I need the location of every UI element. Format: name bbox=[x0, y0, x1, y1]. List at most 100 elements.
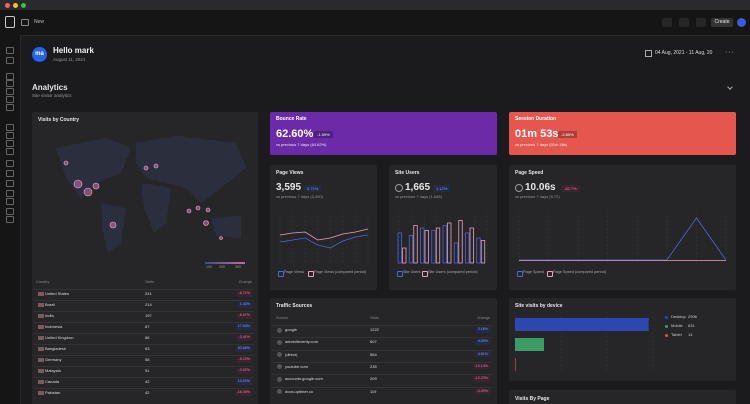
legend-label: Site Users (compared period) bbox=[428, 270, 478, 274]
map-bubble bbox=[63, 160, 69, 166]
greeting: Hello mark bbox=[53, 46, 94, 55]
legend-label: Page Views bbox=[284, 270, 304, 274]
change-badge: 17.94% bbox=[235, 324, 252, 330]
row-label: India bbox=[45, 313, 54, 318]
legend-swatch bbox=[547, 271, 553, 277]
legend-dot bbox=[665, 334, 668, 337]
legend-value: 2906 bbox=[688, 314, 697, 319]
card bbox=[270, 165, 377, 290]
sidebar-icon[interactable] bbox=[6, 124, 14, 131]
row-label: United States bbox=[45, 291, 70, 296]
row-label: Brazil bbox=[45, 302, 56, 307]
continent bbox=[141, 183, 171, 233]
row-divider bbox=[34, 300, 254, 301]
site-icon bbox=[277, 389, 282, 394]
legend-label: Site Users bbox=[403, 270, 421, 274]
date-range[interactable]: 04 Aug, 2021 - 11 Aug, 20 bbox=[655, 50, 713, 56]
close-dot[interactable] bbox=[5, 3, 10, 8]
bar bbox=[453, 242, 459, 264]
row-label: youtube.com bbox=[285, 363, 308, 369]
calendar-icon bbox=[645, 50, 652, 57]
flag bbox=[38, 391, 44, 395]
flag bbox=[38, 303, 44, 307]
kpi-note: vs previous 7 days (64.62%) bbox=[276, 142, 327, 147]
bar bbox=[408, 235, 414, 264]
sidebar-icon[interactable] bbox=[6, 47, 14, 54]
change-badge: 1.42% bbox=[237, 302, 252, 308]
bar bbox=[465, 232, 470, 264]
icon-button[interactable] bbox=[679, 18, 689, 27]
min-dot[interactable] bbox=[13, 3, 18, 8]
sidebar-icon[interactable] bbox=[6, 96, 14, 103]
row-visits: 51 bbox=[145, 368, 150, 373]
sidebar-icon[interactable] bbox=[6, 160, 14, 167]
flag bbox=[38, 347, 44, 351]
legend-swatch bbox=[397, 271, 403, 277]
legend-label: Page Speed bbox=[523, 270, 544, 274]
sidebar-icon[interactable] bbox=[6, 148, 14, 155]
series-line bbox=[519, 217, 727, 261]
row-label: Bangladesh bbox=[45, 346, 67, 351]
row-label: docs.uptimer.co bbox=[285, 388, 314, 394]
column-header: Country bbox=[36, 280, 50, 284]
flag bbox=[38, 380, 44, 384]
bar bbox=[431, 230, 436, 264]
row-divider bbox=[34, 289, 254, 290]
card-title: Traffic Sources bbox=[276, 303, 313, 309]
metric-note: vs previous 7 days (1,646) bbox=[395, 194, 442, 199]
more-button[interactable]: ··· bbox=[725, 49, 735, 56]
collapse[interactable] bbox=[727, 84, 733, 90]
change-badge: 3.16% bbox=[475, 327, 490, 333]
row-label: (direct) bbox=[285, 351, 298, 357]
row-label: adminlteverity.com bbox=[285, 339, 319, 345]
row-visits: 235 bbox=[370, 363, 377, 369]
kpi-value: 01m 53s bbox=[515, 128, 559, 140]
card bbox=[509, 112, 736, 155]
row-visits: 58 bbox=[145, 357, 150, 362]
legend-label: Mobile bbox=[671, 323, 683, 328]
bar bbox=[397, 232, 402, 264]
sidebar-icon[interactable] bbox=[6, 57, 14, 64]
column-header: Visits bbox=[145, 280, 155, 284]
legend-label: Page Speed (compared period) bbox=[553, 270, 606, 274]
change-badge: -16.49% bbox=[234, 390, 252, 396]
bar bbox=[442, 225, 447, 264]
sidebar-icon[interactable] bbox=[6, 180, 14, 187]
new-button[interactable]: New bbox=[34, 19, 45, 25]
bar bbox=[469, 227, 474, 264]
row-visits: 607 bbox=[370, 339, 377, 345]
site-icon bbox=[277, 376, 282, 382]
sidebar-icon[interactable] bbox=[6, 216, 14, 223]
sidebar-icon[interactable] bbox=[6, 88, 14, 95]
create-button[interactable]: Create bbox=[711, 18, 733, 27]
sidebar-icon[interactable] bbox=[6, 198, 14, 205]
row-label: Indonesia bbox=[45, 324, 63, 329]
max-dot[interactable] bbox=[21, 3, 26, 8]
site-icon bbox=[277, 339, 282, 345]
card bbox=[509, 165, 736, 290]
card-title: Site Users bbox=[395, 170, 420, 176]
sidebar-icon[interactable] bbox=[6, 208, 14, 215]
kpi-value: 62.60% bbox=[276, 128, 314, 140]
logo bbox=[5, 16, 15, 28]
legend-swatch bbox=[278, 271, 284, 277]
icon-button[interactable] bbox=[696, 18, 706, 27]
metric-value: 3,595 bbox=[276, 182, 302, 193]
legend-value: 14 bbox=[688, 332, 693, 337]
sidebar bbox=[0, 35, 21, 404]
sidebar-icon[interactable] bbox=[6, 132, 14, 139]
site-icon bbox=[277, 327, 282, 333]
map-bubble bbox=[203, 220, 209, 226]
sidebar-icon[interactable] bbox=[6, 80, 14, 87]
row-visits: 86 bbox=[145, 335, 150, 340]
sidebar-icon[interactable] bbox=[6, 73, 14, 80]
sidebar-icon[interactable] bbox=[6, 104, 14, 111]
sidebar-icon[interactable] bbox=[6, 140, 14, 147]
top-bar bbox=[0, 10, 750, 36]
sidebar-icon[interactable] bbox=[6, 190, 14, 197]
row-visits: 241 bbox=[145, 291, 152, 296]
icon-button[interactable] bbox=[662, 18, 672, 27]
change-badge: -5.23% bbox=[236, 357, 252, 363]
sidebar-icon[interactable] bbox=[6, 170, 14, 177]
